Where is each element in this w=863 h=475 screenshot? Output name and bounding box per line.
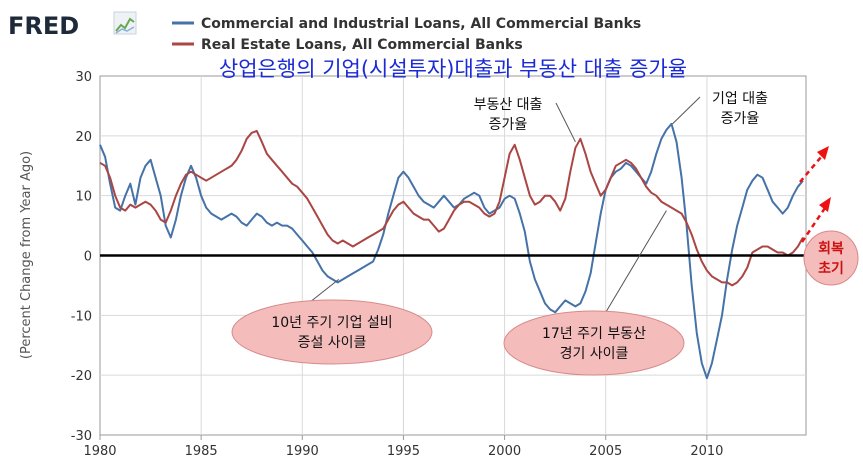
- recovery-badge: [803, 230, 859, 286]
- series-line-real-estate: [99, 130, 804, 287]
- annotation-line: 기업 대출: [712, 91, 768, 107]
- fred-logo-text: FRED: [8, 12, 79, 40]
- annotation-line: 경기 사이클: [560, 346, 629, 362]
- y-tick-label: -20: [71, 369, 92, 384]
- series-line-commercial-industrial: [99, 122, 804, 380]
- y-axis-label: (Percent Change from Year Ago): [19, 151, 34, 359]
- x-tick-label: 2010: [690, 444, 723, 459]
- annotation-ellipse: [231, 299, 433, 365]
- annotation-corporate-cycle: 10년 주기 기업 설비 증설 사이클: [231, 279, 433, 365]
- annotation-leader-line: [555, 102, 576, 143]
- recovery-arrowhead: [819, 197, 831, 212]
- y-tick-label: 10: [75, 190, 92, 205]
- y-tick-label: 0: [84, 250, 92, 265]
- annotation-line: 10년 주기 기업 설비: [271, 315, 392, 331]
- x-tick-label: 1980: [83, 444, 116, 459]
- annotation-recovery: 회복 초기: [799, 146, 859, 286]
- legend-label-ci: Commercial and Industrial Loans, All Com…: [201, 16, 641, 32]
- legend-label-re: Real Estate Loans, All Commercial Banks: [201, 37, 523, 53]
- annotation-line: 증가율: [721, 111, 760, 127]
- annotation-line: 부동산 대출: [474, 97, 543, 113]
- x-tick-label: 2005: [589, 444, 622, 459]
- annotation-line: 회복: [818, 241, 844, 257]
- grid-lines: [100, 76, 806, 435]
- annotation-line: 초기: [818, 261, 844, 277]
- annotation-ellipse: [503, 310, 685, 376]
- x-tick-label: 1995: [387, 444, 420, 459]
- y-tick-label: 20: [75, 130, 92, 145]
- y-tick-label: 30: [75, 70, 92, 85]
- annotation-leader-line: [672, 96, 701, 125]
- x-tick-label: 1990: [286, 444, 319, 459]
- annotation-corporate-rate: 기업 대출 증가율: [672, 91, 768, 127]
- axis-ticks: -30 -20 -10 0 10 20 30 1980 1985 1990 1995 2000 2005…: [71, 70, 724, 459]
- annotation-realestate-rate: 부동산 대출 증가율: [474, 97, 576, 143]
- fred-logo: FRED: [8, 11, 137, 40]
- legend: Commercial and Industrial Loans, All Com…: [172, 16, 641, 53]
- recovery-arrowhead: [817, 146, 829, 160]
- chart-title: 상업은행의 기업(시설투자)대출과 부동산 대출 증가율: [219, 57, 687, 81]
- y-tick-label: -10: [71, 309, 92, 324]
- annotation-leader-line: [599, 210, 667, 323]
- annotation-realestate-cycle: 17년 주기 부동산 경기 사이클: [503, 210, 685, 376]
- series-lines: [99, 122, 804, 380]
- fred-logo-icon: [113, 11, 137, 35]
- x-tick-label: 2000: [488, 444, 521, 459]
- x-tick-label: 1985: [185, 444, 218, 459]
- recovery-arrow: [799, 149, 828, 183]
- annotation-line: 증설 사이클: [298, 335, 367, 351]
- annotation-line: 17년 주기 부동산: [542, 326, 646, 342]
- annotation-line: 증가율: [489, 117, 528, 133]
- y-tick-label: -30: [71, 429, 92, 444]
